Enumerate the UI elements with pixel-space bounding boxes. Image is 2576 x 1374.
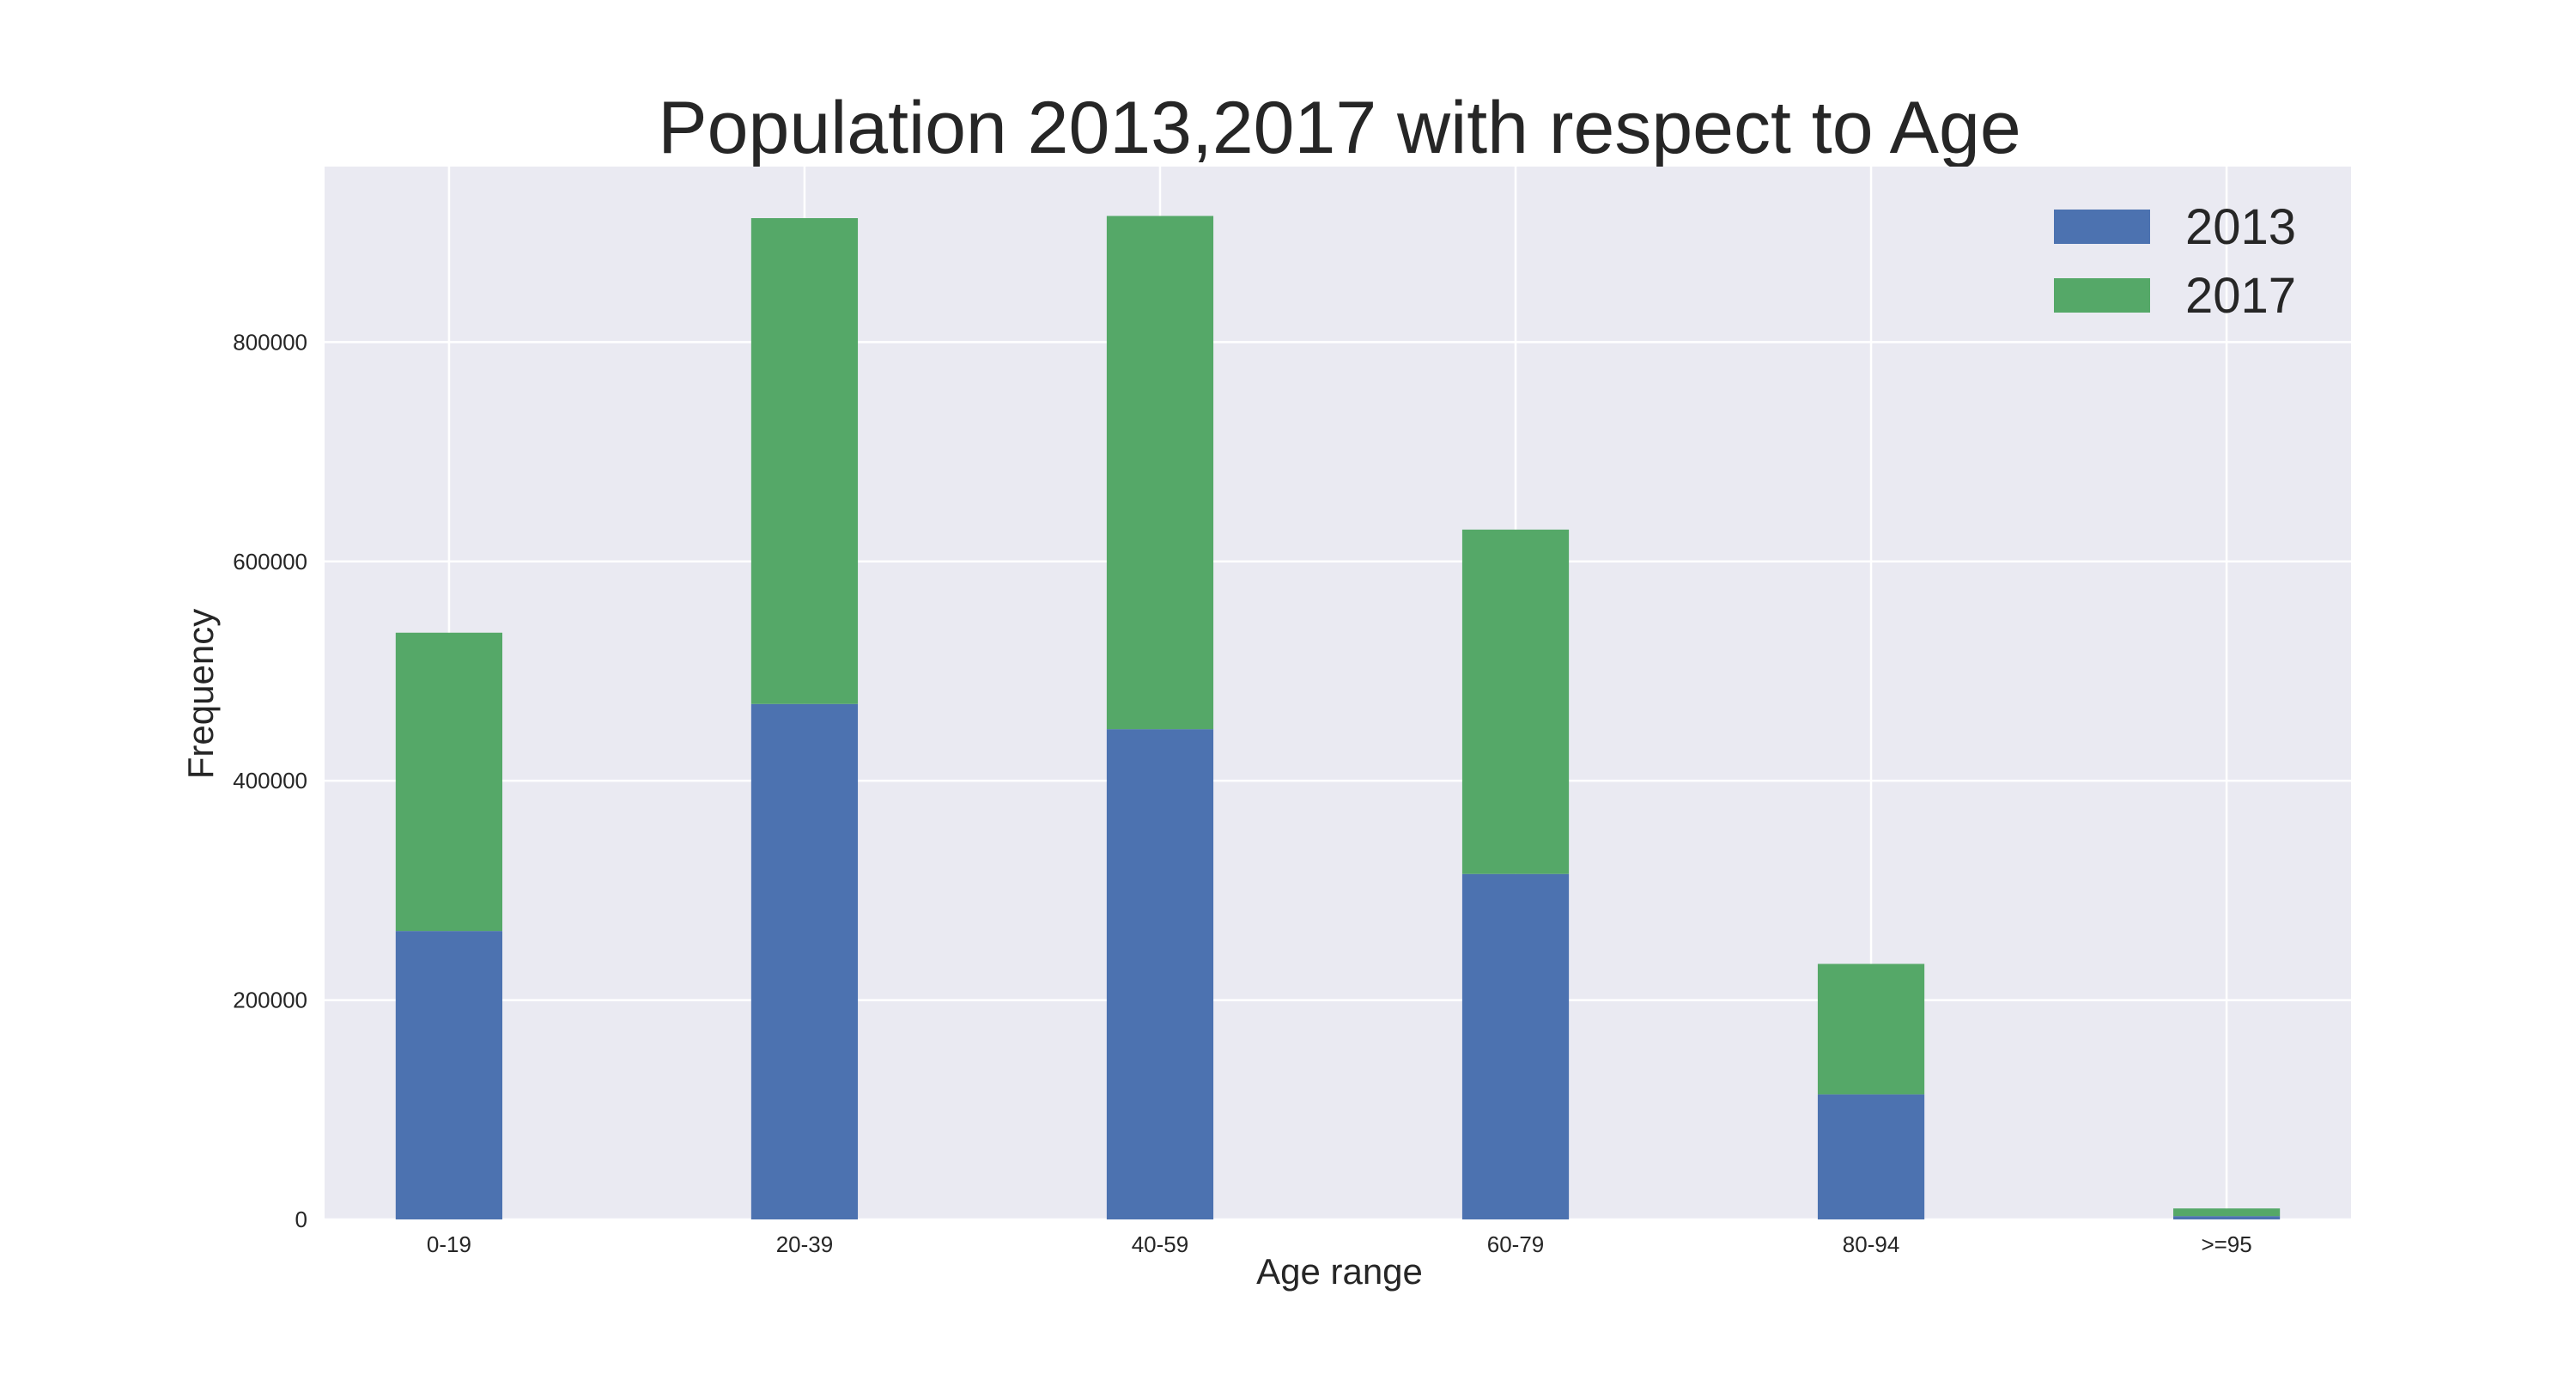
y-tick-label: 400000 <box>233 768 307 793</box>
y-tick-label: 600000 <box>233 549 307 575</box>
bar-2017-0-19 <box>395 632 503 932</box>
bars <box>395 216 2281 1219</box>
x-tick-label: 80-94 <box>1843 1231 1900 1257</box>
x-tick-label: 60-79 <box>1487 1231 1545 1257</box>
bar-2013-60-79 <box>1461 873 1570 1219</box>
bar-2013-0-19 <box>395 931 503 1219</box>
legend-swatch-2017 <box>2054 278 2150 313</box>
legend: 2013 2017 <box>2054 199 2296 324</box>
chart-title: Population 2013,2017 with respect to Age <box>658 87 2020 169</box>
x-axis-label: Age range <box>1256 1251 1423 1292</box>
y-tick-label: 800000 <box>233 329 307 355</box>
x-tick-label: 40-59 <box>1132 1231 1189 1257</box>
bar-2017->=95 <box>2172 1208 2281 1217</box>
x-axis-ticks: 0-19 20-39 40-59 60-79 80-94 >=95 <box>427 1231 2252 1257</box>
bar-2013-20-39 <box>750 703 859 1219</box>
legend-swatch-2013 <box>2054 210 2150 244</box>
y-axis-ticks: 0 200000 400000 600000 800000 <box>233 329 307 1232</box>
bar-2013->=95 <box>2172 1216 2281 1219</box>
bar-2013-40-59 <box>1106 729 1214 1219</box>
bar-2017-60-79 <box>1461 529 1570 874</box>
y-tick-label: 0 <box>295 1207 307 1232</box>
x-tick-label: 20-39 <box>776 1231 834 1257</box>
x-tick-label: 0-19 <box>427 1231 471 1257</box>
bar-2017-80-94 <box>1817 964 1925 1095</box>
x-tick-label: >=95 <box>2201 1231 2251 1257</box>
bar-2017-20-39 <box>750 218 859 704</box>
bar-2017-40-59 <box>1106 216 1214 730</box>
y-axis-label: Frequency <box>180 609 221 779</box>
plot-area <box>325 167 2351 1219</box>
y-tick-label: 200000 <box>233 988 307 1013</box>
bar-2013-80-94 <box>1817 1094 1925 1219</box>
legend-label-2017: 2017 <box>2185 268 2296 324</box>
legend-label-2013: 2013 <box>2185 199 2296 255</box>
